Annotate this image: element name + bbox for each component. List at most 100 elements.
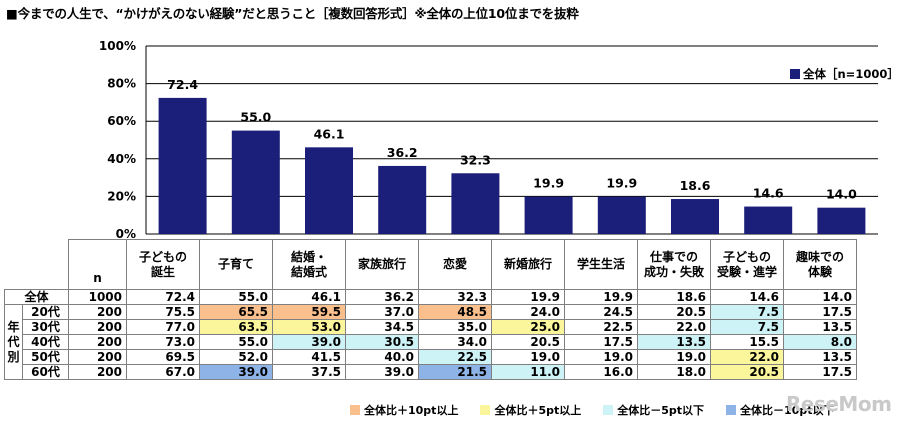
value-cell: 16.0 xyxy=(564,364,638,380)
watermark-logo: ReseMom xyxy=(786,392,892,416)
value-cell: 34.0 xyxy=(418,334,492,350)
bar xyxy=(817,207,866,234)
column-header-line: 新婚旅行 xyxy=(503,257,552,271)
column-header-line: 子どもの xyxy=(138,249,187,264)
value-cell: 53.0 xyxy=(272,319,346,335)
value-cell: 17.5 xyxy=(783,304,857,320)
column-header-line: 体験 xyxy=(807,264,832,279)
table-row: 年代別 20代 200 75.5 65.5 59.5 37.0 48.5 24.0 24.5 20.… xyxy=(4,304,857,380)
value-cell: 7.5 xyxy=(710,319,784,335)
value-cell: 13.5 xyxy=(783,319,857,335)
value-cell: 8.0 xyxy=(783,334,857,350)
column-header-line: 結婚式 xyxy=(290,264,327,279)
column-header-line: 家族旅行 xyxy=(357,257,406,271)
column-header: 子どもの 受験・進学 xyxy=(710,239,784,290)
value-cell: 39.0 xyxy=(345,364,419,380)
bar xyxy=(671,199,719,234)
value-cell: 41.5 xyxy=(272,349,346,365)
age-group-label: 年代別 xyxy=(4,304,23,380)
value-cell: 15.5 xyxy=(710,334,784,350)
highlight-key: 全体比－10pt以下 xyxy=(726,402,835,418)
column-header-line: 成功・失敗 xyxy=(643,264,704,279)
value-cell: 17.5 xyxy=(564,334,638,350)
highlight-swatch xyxy=(603,405,614,415)
column-header: 仕事での 成功・失敗 xyxy=(637,239,711,290)
column-header-line: 子育て xyxy=(217,257,254,271)
legend-label: 全体［n=1000］ xyxy=(803,67,899,81)
bar xyxy=(744,206,793,234)
highlight-swatch xyxy=(480,405,491,415)
y-tick-label: 60% xyxy=(107,114,136,128)
value-cell: 37.5 xyxy=(272,364,346,380)
bar-chart: 0% 20% 40% 60% 80% 100% 72.4 55.0 46.1 36.2 32.3 19… xyxy=(99,39,878,240)
value-cell: 52.0 xyxy=(199,349,273,365)
data-label: 19.9 xyxy=(606,176,637,191)
value-cell: 34.5 xyxy=(345,319,419,335)
value-cell: 7.5 xyxy=(710,304,784,320)
bar xyxy=(305,147,353,234)
value-cell: 48.5 xyxy=(418,304,492,320)
row-label: 20代 xyxy=(22,304,69,320)
value-cell: 46.1 xyxy=(272,289,346,305)
value-cell: 19.0 xyxy=(564,349,638,365)
value-cell: 55.0 xyxy=(199,334,273,350)
value-cell: 69.5 xyxy=(126,349,200,365)
value-cell: 73.0 xyxy=(126,334,200,350)
value-cell: 40.0 xyxy=(345,349,419,365)
y-tick-label: 0% xyxy=(116,227,136,240)
value-cell: 55.0 xyxy=(199,289,273,305)
value-cell: 18.0 xyxy=(637,364,711,380)
value-cell: 24.5 xyxy=(564,304,638,320)
value-cell: 65.5 xyxy=(199,304,273,320)
value-cell: 13.5 xyxy=(783,349,857,365)
y-tick-label: 20% xyxy=(107,189,136,203)
highlight-key-label: 全体比＋5pt以上 xyxy=(494,404,582,417)
bar xyxy=(524,196,573,234)
highlight-key-label: 全体比＋10pt以上 xyxy=(364,404,459,417)
bar xyxy=(378,165,427,234)
column-header-line: 恋愛 xyxy=(442,257,467,271)
column-header-line: 受験・進学 xyxy=(716,264,777,279)
highlight-swatch xyxy=(726,405,737,415)
data-label: 19.9 xyxy=(533,176,564,191)
age-group-char: 代 xyxy=(7,334,20,349)
highlight-key-label: 全体比－5pt以下 xyxy=(617,404,705,417)
value-cell: 20.5 xyxy=(710,364,784,380)
n-header: n xyxy=(68,239,127,290)
age-group-char: 年 xyxy=(7,319,20,334)
value-cell: 20.5 xyxy=(491,334,565,350)
data-label: 36.2 xyxy=(387,145,418,160)
highlight-key: 全体比＋10pt以上 xyxy=(350,402,458,418)
row-label: 30代 xyxy=(22,319,69,335)
value-cell: 72.4 xyxy=(126,289,200,305)
y-tick-label: 100% xyxy=(99,39,136,53)
value-cell: 22.5 xyxy=(418,349,492,365)
data-label: 55.0 xyxy=(240,110,271,125)
column-header: 子育て xyxy=(199,239,273,290)
bar xyxy=(158,97,207,234)
column-header: 新婚旅行 xyxy=(491,239,565,290)
legend-swatch xyxy=(790,69,800,79)
highlight-key: 全体比＋5pt以上 xyxy=(480,402,581,418)
value-cell: 20.5 xyxy=(637,304,711,320)
n-cell: 200 xyxy=(68,334,127,350)
value-cell: 59.5 xyxy=(272,304,346,320)
row-label: 全体 xyxy=(4,289,69,305)
row-label: 40代 xyxy=(22,334,69,350)
row-label: 60代 xyxy=(22,364,69,380)
value-cell: 75.5 xyxy=(126,304,200,320)
value-cell: 39.0 xyxy=(199,364,273,380)
value-cell: 36.2 xyxy=(345,289,419,305)
row-label: 50代 xyxy=(22,349,69,365)
column-header: 恋愛 xyxy=(418,239,492,290)
value-cell: 22.0 xyxy=(637,319,711,335)
data-label: 14.6 xyxy=(753,186,784,201)
value-cell: 14.0 xyxy=(783,289,857,305)
data-label: 46.1 xyxy=(314,126,345,141)
column-header-line: 学生生活 xyxy=(576,257,625,271)
n-cell: 200 xyxy=(68,319,127,335)
table-row: 30代 200 77.0 63.5 53.0 34.5 35.0 25.0 22.5 22.0 7.… xyxy=(5,319,857,335)
table-row: 40代 200 73.0 55.0 39.0 30.5 34.0 20.5 17.5 13.5 15… xyxy=(5,334,857,350)
y-tick-label: 40% xyxy=(107,152,136,166)
value-cell: 17.5 xyxy=(783,364,857,380)
